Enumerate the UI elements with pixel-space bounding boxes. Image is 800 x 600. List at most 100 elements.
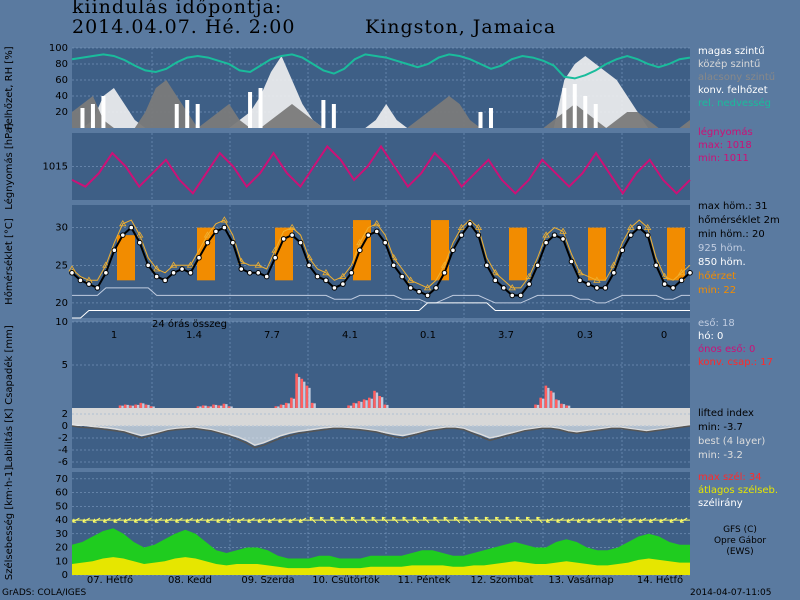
wind-arrow-shaft [433,516,440,524]
convective-cloud-bar [174,104,179,128]
wind-arrow [525,516,533,524]
temp-2m-point [196,254,202,261]
precip-daily-total-5: 3.7 [498,330,514,341]
temp-2m-point [399,273,405,280]
wind-arrow-shaft [185,517,194,523]
wind-arrow [659,517,667,523]
convective-cloud-bar [562,88,567,128]
wind-arrow-shaft [402,516,409,524]
temp-2m-point [103,270,109,276]
wind-arrow-shaft [350,516,358,524]
precip-rain-bar [121,405,124,408]
wind-arrow-head [298,518,303,523]
temp-850-line [72,302,690,319]
temp-2m-point [357,247,363,253]
pressure-line [71,144,691,196]
temp-2m-point [390,262,397,269]
precip-legend-1: hó: 0 [698,330,723,342]
temp-2m-point [433,285,439,291]
wind-ytick: 60 [55,488,68,499]
wind-arrow-head [515,516,520,521]
wind-arrow-head [422,516,428,521]
precip-conv-bar [201,405,205,408]
wind-arrow [185,517,194,523]
temp-max-marker [271,246,279,253]
heat-index-block [588,227,606,281]
temp-2m-point [678,277,685,284]
temp-legend-5: hőérzet [698,270,736,282]
wind-arrow-shaft [144,517,152,523]
temp-max-marker [576,269,584,276]
wind-arrow [464,516,471,524]
wind-arrow-head [278,518,283,523]
temp-max-marker [542,231,550,238]
temp-2m-point [534,262,541,269]
wind-arrow [133,517,142,523]
temp-2m-point [636,224,643,231]
wind-avg-area [72,557,690,575]
precip-rain-bar [557,400,560,408]
wind-legend-1: átlagos szélseb. [698,484,778,496]
convective-cloud-bar [248,92,253,128]
wind-arrow [102,517,111,523]
wind-ylabel: Szélsebesség [km·h-1] [3,467,15,580]
wind-arrow-head [474,516,479,521]
precip-legend-0: eső: 18 [698,317,735,329]
precip-rain-bar [287,403,290,408]
temp-max-marker [474,223,483,230]
precip-rain-bar [360,401,363,408]
wind-arrow-shaft [659,517,667,523]
wind-arrow [679,517,688,523]
wind-arrow-head [185,518,190,523]
lability-ytick: -2 [58,433,68,444]
wind-arrow-head [505,516,510,521]
wind-arrow [494,516,502,524]
wind-arrow-shaft [443,516,450,524]
temp-max-marker [610,261,618,268]
wind-ytick: 50 [55,501,68,512]
temp-ylabel: Hőmérséklet [°C] [3,218,15,305]
wind-arrow-shaft [587,517,595,523]
temp-ytick: 25 [55,260,68,271]
temp-2m-point [230,239,236,246]
wind-arrow [164,517,173,523]
footer-timestamp: 2014-04-07-11:05 [690,588,772,598]
precip-daily-total-3: 4.1 [342,330,358,341]
wind-arrow [154,517,163,523]
temp-2m-point [585,281,592,287]
precip-rain-bar [381,397,384,408]
lability-ytick: 0 [62,421,68,432]
wind-arrow-shaft [679,517,688,523]
temp-2m-point [551,232,558,238]
temp-legend-4: 850 höm. [698,257,746,268]
wind-arrow [92,517,101,523]
precip-conv-bar [539,397,542,408]
temp-2m-point [484,262,490,269]
wind-arrow-shaft [206,517,214,523]
wind-ytick: 70 [55,474,68,485]
precip-rain-bar [147,404,150,408]
wind-arrow [617,517,626,523]
precip-conv-bar [279,404,283,408]
temp-2m-point [416,288,422,295]
precip-rain-bar [541,398,545,408]
lability-legend-0: lifted index [698,408,754,419]
header-location: Kingston, Jamaica [365,16,557,38]
pressure-legend-2: min: 1011 [698,153,749,164]
wind-arrow-head [556,518,561,523]
heat-index-block [509,227,527,281]
temp-2m-point [492,277,499,284]
wind-arrow-head [226,518,231,523]
precip-conv-bar [149,406,153,408]
convective-cloud-bar [593,104,598,128]
precip-conv-bar [212,404,215,408]
precip-conv-bar [549,390,553,408]
lability-legend-1: min: -3.7 [698,422,743,433]
heat-index-block [117,235,135,281]
temp-2m-point [644,232,651,238]
wind-arrow [443,516,450,524]
wind-arrow [175,517,183,523]
convective-cloud-bar [195,104,200,128]
wind-arrow-head [361,516,366,521]
cloud-ytick: 80 [55,59,68,70]
